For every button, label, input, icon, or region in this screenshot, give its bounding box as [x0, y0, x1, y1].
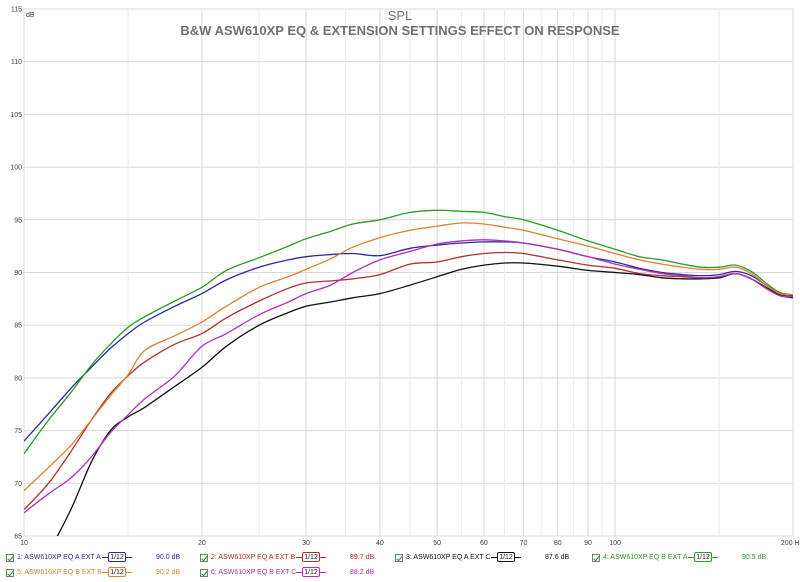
y-tick-label: 80	[14, 375, 22, 382]
legend-label: 6: ASW610XP EQ B EXT C	[211, 569, 297, 576]
x-tick-label: 40	[376, 540, 384, 547]
series-line-1	[24, 241, 793, 442]
y-tick-label: 65	[14, 534, 22, 541]
series-line-6	[24, 239, 793, 514]
legend-item-5[interactable]: 5: ASW610XP EQ B EXT B 1/12 90.2 dB	[6, 567, 201, 581]
legend-smoothing-indicator[interactable]: 1/12	[688, 552, 718, 562]
legend: 1: ASW610XP EQ A EXT A 1/12 90.0 dB 2: ASW6…	[0, 548, 800, 582]
legend-label: 1: ASW610XP EQ A EXT A	[17, 554, 101, 561]
chart: 65 70 75 80 85 90 95 100 105 110 115 10 20 30 40 50 60 7…	[10, 7, 800, 548]
x-tick-label: 80	[554, 540, 562, 547]
x-tick-label: 50	[433, 540, 441, 547]
legend-label: 5: ASW610XP EQ B EXT B	[17, 569, 102, 576]
x-tick-label: 20	[198, 540, 206, 547]
chart-title: SPL	[387, 8, 413, 23]
legend-checkbox[interactable]	[6, 554, 14, 562]
x-tick-label: 100	[609, 540, 621, 547]
legend-item-4[interactable]: 4: ASW610XP EQ B EXT A 1/12 90.5 dB	[592, 552, 787, 566]
x-tick-label: 200 Hz	[781, 540, 800, 547]
series-line-3	[56, 262, 793, 536]
y-tick-label: 90	[14, 270, 22, 277]
legend-level: 88.2 dB	[350, 569, 375, 576]
legend-checkbox[interactable]	[6, 569, 14, 577]
x-tick-label: 90	[584, 540, 592, 547]
y-tick-label: 95	[14, 217, 22, 224]
legend-level: 89.7 dB	[350, 554, 375, 561]
y-axis: 65 70 75 80 85 90 95 100 105 110 115	[10, 7, 22, 541]
series-lines	[24, 209, 793, 536]
legend-checkbox[interactable]	[592, 554, 600, 562]
x-tick-label: 70	[520, 540, 528, 547]
legend-level: 90.5 dB	[742, 554, 767, 561]
legend-level: 90.0 dB	[156, 554, 181, 561]
legend-level: 87.6 dB	[545, 554, 570, 561]
y-tick-label: 100	[10, 165, 22, 172]
legend-item-1[interactable]: 1: ASW610XP EQ A EXT A 1/12 90.0 dB	[6, 552, 201, 566]
y-tick-label: 110	[11, 59, 22, 66]
y-tick-label: 105	[10, 112, 22, 119]
legend-smoothing-indicator[interactable]: 1/12	[296, 552, 326, 562]
y-tick-label: 70	[14, 481, 22, 488]
legend-label: 4: ASW610XP EQ B EXT A	[603, 554, 688, 561]
legend-item-6[interactable]: 6: ASW610XP EQ B EXT C 1/12 88.2 dB	[200, 567, 395, 581]
x-axis: 10 20 30 40 50 60 70 80 90 100 200 Hz	[20, 540, 800, 547]
series-line-5	[24, 222, 793, 492]
x-tick-label: 60	[480, 540, 488, 547]
legend-smoothing-indicator[interactable]: 1/12	[102, 552, 132, 562]
legend-level: 90.2 dB	[156, 569, 181, 576]
legend-checkbox[interactable]	[395, 554, 403, 562]
chart-subtitle: B&W ASW610XP EQ & EXTENSION SETTINGS EFF…	[180, 23, 620, 38]
legend-item-3[interactable]: 3: ASW610XP EQ A EXT C 1/12 87.6 dB	[395, 552, 590, 566]
legend-item-2[interactable]: 2: ASW610XP EQ A EXT B 1/12 89.7 dB	[200, 552, 395, 566]
legend-smoothing-indicator[interactable]: 1/12	[296, 567, 326, 577]
y-tick-label: 75	[14, 428, 22, 435]
legend-smoothing-indicator[interactable]: 1/12	[491, 552, 521, 562]
x-tick-label: 30	[302, 540, 310, 547]
legend-label: 3: ASW610XP EQ A EXT C	[406, 554, 491, 561]
x-tick-label: 10	[20, 540, 28, 547]
legend-label: 2: ASW610XP EQ A EXT B	[211, 554, 296, 561]
y-unit-label: dB	[26, 12, 35, 19]
legend-checkbox[interactable]	[200, 554, 208, 562]
y-tick-label: 115	[11, 7, 22, 14]
legend-smoothing-indicator[interactable]: 1/12	[102, 567, 132, 577]
series-line-4	[24, 209, 793, 455]
legend-checkbox[interactable]	[200, 569, 208, 577]
y-tick-label: 85	[14, 323, 22, 330]
